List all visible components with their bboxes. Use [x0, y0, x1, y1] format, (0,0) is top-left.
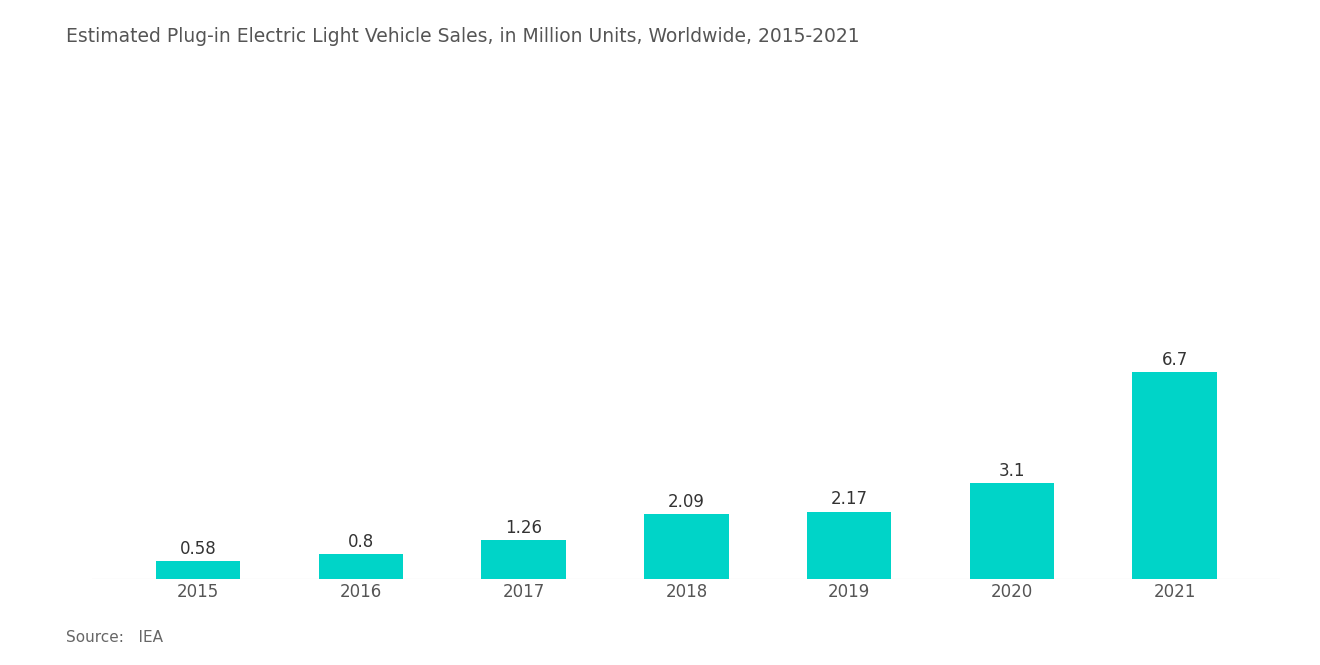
Text: 2.09: 2.09	[668, 493, 705, 511]
Text: 2.17: 2.17	[830, 491, 867, 509]
Text: 0.8: 0.8	[347, 533, 374, 551]
Bar	[644, 514, 729, 579]
Text: 3.1: 3.1	[999, 462, 1026, 479]
Bar	[482, 540, 566, 579]
Text: Estimated Plug-in Electric Light Vehicle Sales, in Million Units, Worldwide, 201: Estimated Plug-in Electric Light Vehicle…	[66, 27, 859, 46]
Bar	[970, 483, 1055, 579]
Text: Source:   IEA: Source: IEA	[66, 630, 162, 645]
Text: 1.26: 1.26	[506, 519, 543, 537]
Bar	[156, 561, 240, 579]
Text: 6.7: 6.7	[1162, 350, 1188, 368]
Bar	[318, 554, 403, 579]
Bar	[807, 511, 891, 579]
Text: 0.58: 0.58	[180, 539, 216, 557]
Bar	[1133, 372, 1217, 579]
